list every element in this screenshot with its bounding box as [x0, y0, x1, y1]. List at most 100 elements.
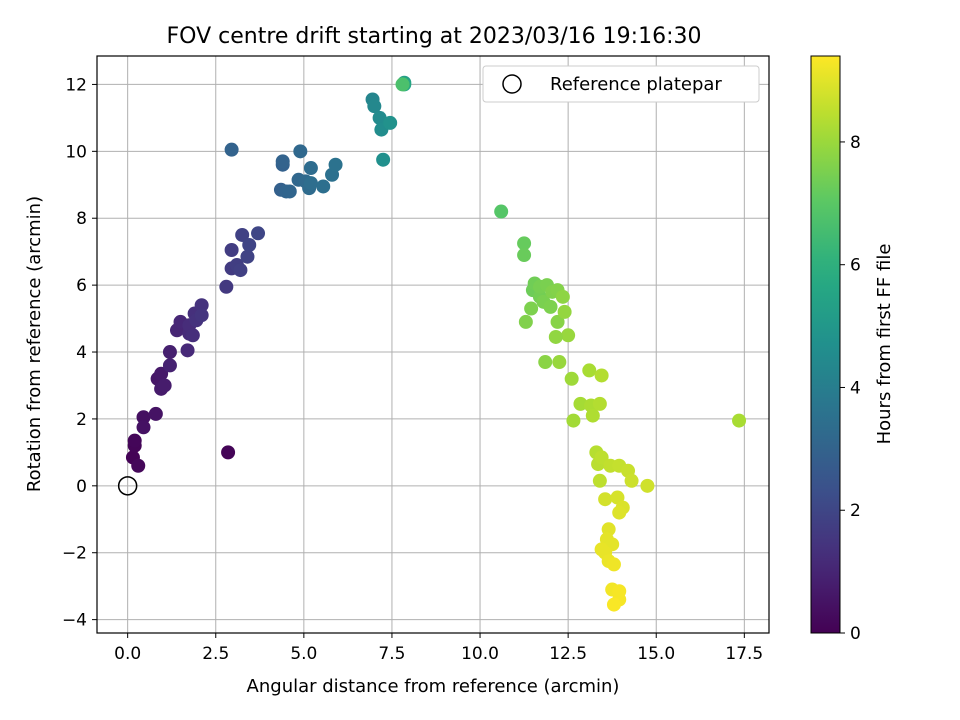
data-point — [543, 299, 558, 314]
data-point — [180, 343, 195, 358]
legend: Reference platepar — [482, 65, 760, 103]
chart-title: FOV centre drift starting at 2023/03/16 … — [167, 24, 702, 49]
data-point — [555, 289, 570, 304]
data-point — [136, 420, 151, 435]
data-point — [383, 115, 398, 130]
data-point — [582, 363, 597, 378]
data-point — [548, 329, 563, 344]
data-point — [131, 458, 146, 473]
colorbar-label: Hours from first FF file — [874, 244, 895, 445]
data-point — [162, 358, 177, 373]
data-point — [557, 304, 572, 319]
data-point — [594, 450, 609, 465]
y-tick-label: 12 — [65, 75, 87, 95]
x-tick-label: 2.5 — [202, 644, 229, 664]
data-point — [127, 433, 142, 448]
data-point — [573, 396, 588, 411]
data-point — [552, 355, 567, 370]
data-point — [564, 371, 579, 386]
data-point — [221, 445, 236, 460]
y-axis-ticks: −4 −2 0 2 4 6 8 10 12 — [62, 75, 97, 631]
data-point — [303, 161, 318, 176]
data-point — [316, 179, 331, 194]
data-point — [194, 298, 209, 313]
data-point — [136, 410, 151, 425]
data-point — [592, 473, 607, 488]
grid-lines — [97, 56, 769, 633]
x-tick-label: 17.5 — [725, 644, 763, 664]
data-point — [550, 314, 565, 329]
colorbar-tick-label: 8 — [850, 133, 861, 153]
legend-marker-icon — [502, 74, 522, 94]
y-tick-label: 6 — [76, 276, 87, 296]
x-tick-label: 10.0 — [461, 644, 499, 664]
data-point — [328, 157, 343, 172]
data-point — [372, 110, 387, 125]
data-point — [640, 478, 655, 493]
x-tick-label: 15.0 — [637, 644, 675, 664]
data-point — [185, 328, 200, 343]
data-point — [566, 413, 581, 428]
data-point — [585, 408, 600, 423]
data-point — [224, 142, 239, 157]
data-point — [251, 226, 266, 241]
y-tick-label: 8 — [76, 209, 87, 229]
data-point — [518, 314, 533, 329]
legend-label: Reference platepar — [550, 74, 722, 95]
data-point — [592, 396, 607, 411]
x-tick-label: 12.5 — [549, 644, 587, 664]
data-point — [240, 249, 255, 264]
x-axis-label: Angular distance from reference (arcmin) — [247, 676, 620, 697]
data-point — [395, 77, 410, 92]
data-point — [154, 366, 169, 381]
data-point — [219, 279, 234, 294]
data-point — [561, 328, 576, 343]
data-point — [303, 176, 318, 191]
plot-frame — [96, 55, 770, 634]
data-point — [624, 473, 639, 488]
data-point — [162, 345, 177, 360]
data-point — [494, 204, 509, 219]
data-point — [732, 413, 747, 428]
data-point — [524, 301, 539, 316]
data-point — [233, 263, 248, 278]
y-axis-label: Rotation from reference (arcmin) — [24, 196, 45, 492]
data-point — [293, 144, 308, 159]
colorbar-ticks: 0 2 4 6 8 — [840, 133, 861, 644]
colorbar — [810, 55, 841, 634]
data-point — [598, 492, 613, 507]
data-point — [157, 378, 172, 393]
data-point — [517, 236, 532, 251]
colorbar-tick-label: 6 — [850, 256, 861, 276]
data-point — [594, 368, 609, 383]
data-point — [242, 237, 257, 252]
y-tick-label: 2 — [76, 410, 87, 430]
data-point — [148, 406, 163, 421]
data-point — [275, 154, 290, 169]
legend-box — [482, 65, 760, 103]
x-axis-ticks: 0.0 2.5 5.0 7.5 10.0 12.5 15.0 17.5 — [114, 633, 763, 664]
data-point — [367, 99, 382, 114]
reference-platepar-marker — [117, 476, 138, 496]
data-point — [612, 505, 627, 520]
data-point — [517, 248, 532, 263]
x-tick-label: 0.0 — [114, 644, 141, 664]
colorbar-tick-label: 0 — [850, 624, 861, 644]
x-tick-label: 5.0 — [290, 644, 317, 664]
y-tick-label: 0 — [76, 477, 87, 497]
colorbar-tick-label: 2 — [850, 501, 861, 521]
data-point — [606, 597, 621, 612]
y-tick-label: 4 — [76, 343, 87, 363]
y-tick-label: −4 — [62, 611, 87, 631]
y-tick-label: 10 — [65, 142, 87, 162]
y-tick-label: −2 — [62, 544, 87, 564]
x-tick-label: 7.5 — [378, 644, 405, 664]
data-point — [224, 243, 239, 258]
data-point — [235, 227, 250, 242]
colorbar-tick-label: 4 — [850, 378, 861, 398]
data-points — [125, 75, 747, 612]
data-point — [606, 557, 621, 572]
data-point — [282, 184, 297, 199]
data-point — [194, 308, 209, 323]
